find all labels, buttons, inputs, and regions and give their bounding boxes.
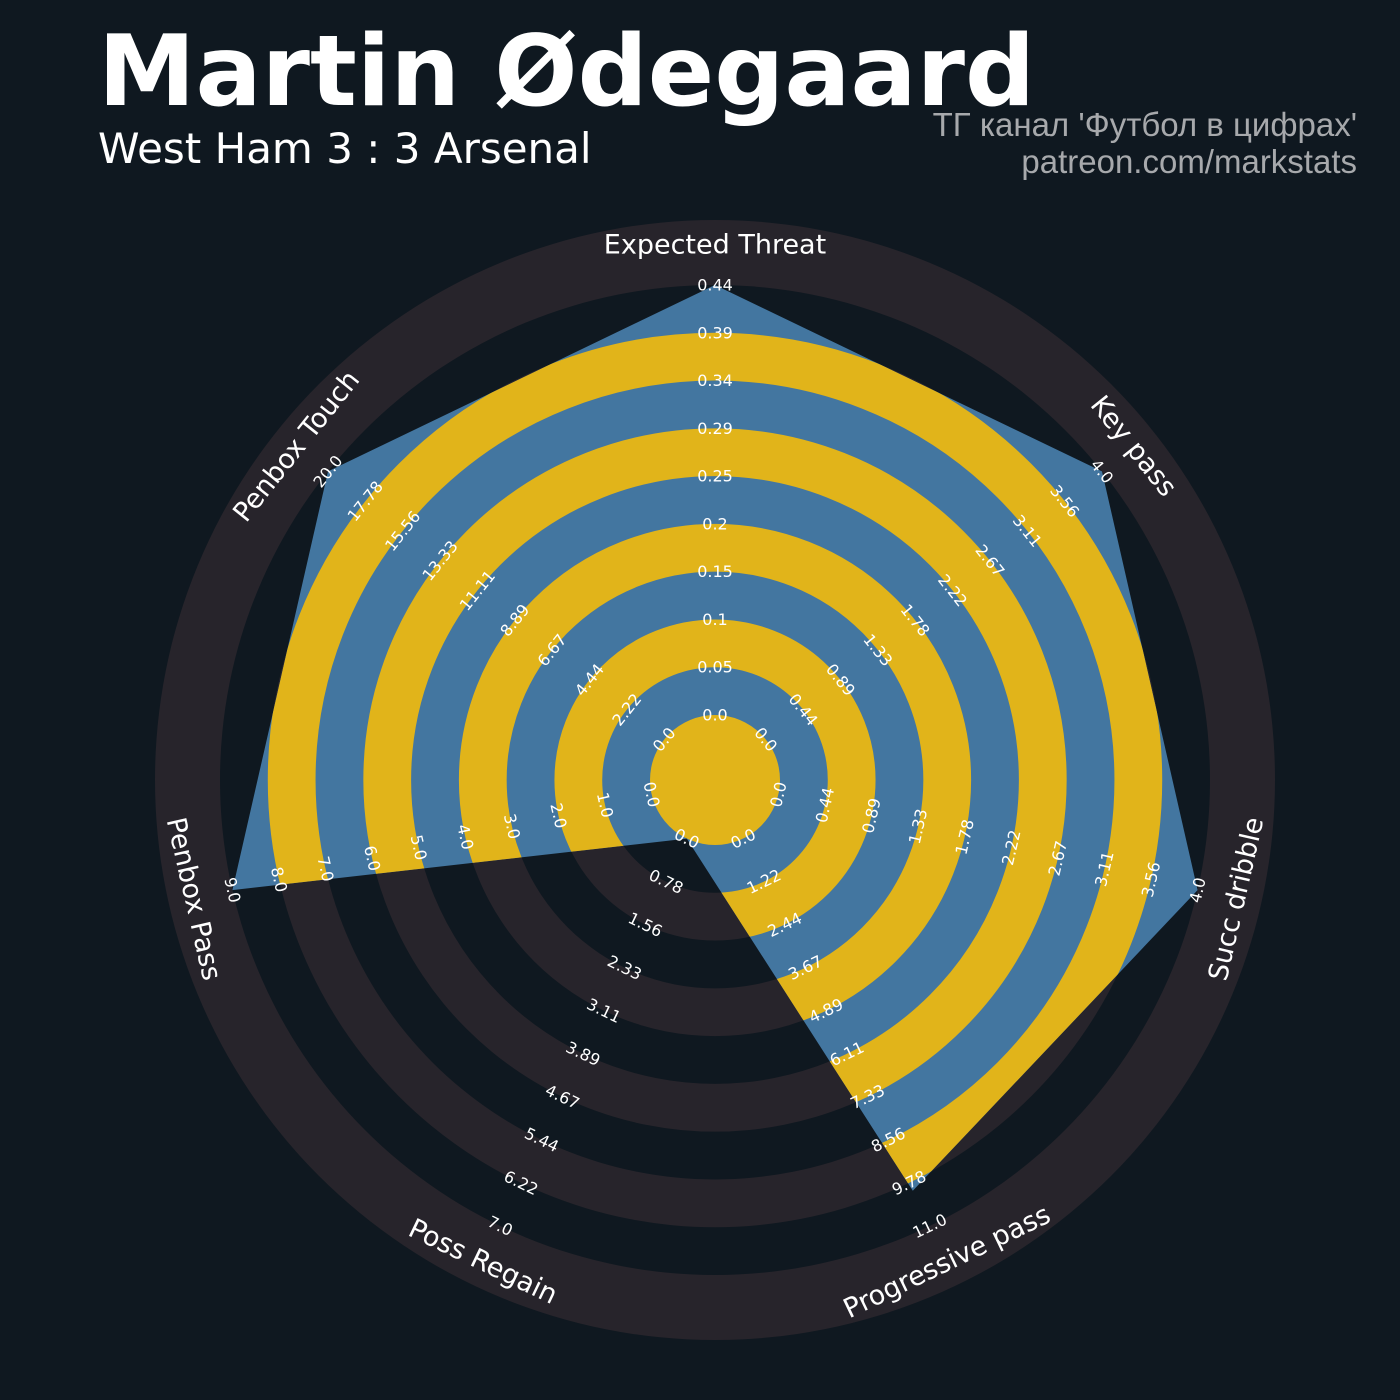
tick-label: 0.2 xyxy=(702,514,727,533)
tick-label: 0.25 xyxy=(697,467,733,486)
tick-label: 0.44 xyxy=(697,276,733,295)
tick-label: 0.34 xyxy=(697,371,733,390)
player-area xyxy=(232,285,1198,1191)
player-name-title: Martin Ødegaard xyxy=(98,15,1036,129)
tick-label: 0.1 xyxy=(702,610,727,629)
credit-channel: ТГ канал 'Футбол в цифрах' xyxy=(932,106,1357,143)
tick-label: 0.05 xyxy=(697,658,733,677)
tick-label: 0.29 xyxy=(697,419,733,438)
parameter-label: Expected Threat xyxy=(604,230,826,261)
credit-patreon: patreon.com/markstats xyxy=(1021,143,1357,180)
player-ring xyxy=(267,332,1163,1191)
tick-label: 0.39 xyxy=(697,323,733,342)
tick-label: 0.0 xyxy=(702,706,727,725)
match-subtitle: West Ham 3 : 3 Arsenal xyxy=(98,124,592,173)
tick-label: 0.15 xyxy=(697,562,733,581)
player-ring-center xyxy=(650,715,780,845)
